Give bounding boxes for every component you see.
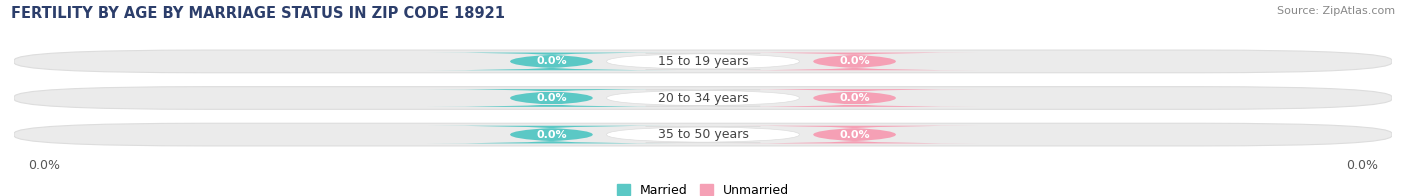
FancyBboxPatch shape: [730, 53, 980, 70]
Text: 0.0%: 0.0%: [839, 56, 870, 66]
FancyBboxPatch shape: [606, 126, 800, 143]
Text: 0.0%: 0.0%: [536, 130, 567, 140]
FancyBboxPatch shape: [606, 90, 800, 106]
FancyBboxPatch shape: [426, 53, 676, 70]
Text: 15 to 19 years: 15 to 19 years: [658, 55, 748, 68]
FancyBboxPatch shape: [426, 126, 676, 143]
FancyBboxPatch shape: [730, 126, 980, 143]
Text: 0.0%: 0.0%: [1346, 160, 1378, 172]
Text: 0.0%: 0.0%: [536, 56, 567, 66]
Text: 0.0%: 0.0%: [839, 93, 870, 103]
Text: 0.0%: 0.0%: [839, 130, 870, 140]
Text: 35 to 50 years: 35 to 50 years: [658, 128, 748, 141]
Text: FERTILITY BY AGE BY MARRIAGE STATUS IN ZIP CODE 18921: FERTILITY BY AGE BY MARRIAGE STATUS IN Z…: [11, 6, 505, 21]
FancyBboxPatch shape: [14, 123, 1392, 146]
FancyBboxPatch shape: [14, 87, 1392, 109]
FancyBboxPatch shape: [730, 89, 980, 107]
FancyBboxPatch shape: [14, 50, 1392, 73]
Text: 20 to 34 years: 20 to 34 years: [658, 92, 748, 104]
Text: Source: ZipAtlas.com: Source: ZipAtlas.com: [1277, 6, 1395, 16]
FancyBboxPatch shape: [606, 53, 800, 70]
Text: 0.0%: 0.0%: [28, 160, 60, 172]
Text: 0.0%: 0.0%: [536, 93, 567, 103]
FancyBboxPatch shape: [426, 89, 676, 107]
Legend: Married, Unmarried: Married, Unmarried: [612, 179, 794, 196]
